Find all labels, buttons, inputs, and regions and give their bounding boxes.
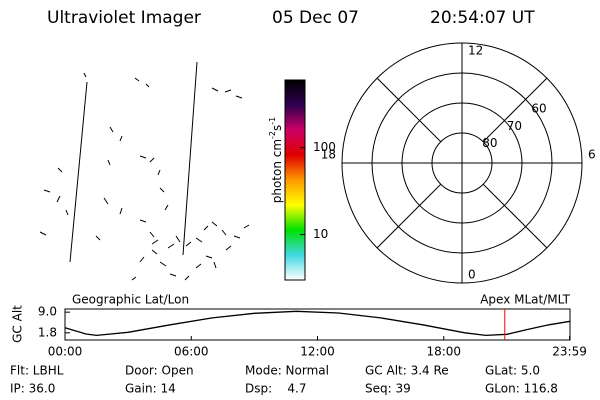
- status-field: IP: 36.0: [10, 382, 55, 396]
- label-text: s: [270, 125, 284, 131]
- y-tick-label: 1.8: [38, 325, 57, 339]
- x-tick-label: 00:00: [48, 345, 83, 359]
- x-tick-label: 12:00: [300, 345, 335, 359]
- spoke: [376, 77, 442, 143]
- status-field: Seq: 39: [365, 382, 411, 396]
- tick-label: 10: [313, 227, 328, 241]
- time: 20:54:07 UT: [430, 8, 535, 28]
- status-field: GLat: 5.0: [485, 364, 540, 378]
- x-tick-label: 23:59: [552, 345, 587, 359]
- right-label: Apex MLat/MLT: [480, 293, 570, 307]
- status-field: Door: Open: [125, 364, 194, 378]
- status-field: GLon: 116.8: [485, 382, 558, 396]
- colorbar-label: photon cm-2s-1: [268, 117, 284, 204]
- x-tick-label: 06:00: [174, 345, 209, 359]
- status-field: Mode: Normal: [245, 364, 329, 378]
- label-exp: -1: [268, 117, 277, 125]
- date: 05 Dec 07: [272, 8, 359, 28]
- lat-label: 60: [531, 102, 546, 116]
- colorbar: 10 100: [284, 79, 336, 281]
- status-field: GC Alt: 3.4 Re: [365, 364, 449, 378]
- tick-label: 100: [313, 140, 336, 154]
- status-field: Dsp: 4.7: [245, 382, 307, 396]
- status-bar: Flt: LBHL Door: Open Mode: Normal GC Alt: 3…: [10, 364, 558, 396]
- spoke: [482, 77, 548, 143]
- altitude-line: [64, 310, 571, 337]
- y-tick-label: 9.0: [38, 305, 57, 319]
- lat-label: 70: [507, 119, 522, 133]
- label-text: photon cm: [270, 139, 284, 203]
- hour-label: 12: [468, 44, 483, 58]
- hour-label: 18: [321, 148, 336, 162]
- status-field: Flt: LBHL: [10, 364, 64, 378]
- label-exp: -2: [268, 131, 277, 139]
- spoke: [376, 183, 442, 249]
- hour-label: 0: [468, 268, 476, 282]
- x-tick-label: 18:00: [426, 345, 461, 359]
- left-label: Geographic Lat/Lon: [72, 293, 189, 307]
- lat-label: 80: [482, 136, 497, 150]
- title: Ultraviolet Imager: [47, 8, 201, 28]
- spoke: [482, 183, 548, 249]
- colorbar-fill: [284, 79, 306, 281]
- altitude-plot: 9.0 1.8 00:00 06:00 12:00 18:00 23:59: [38, 305, 587, 359]
- status-field: Gain: 14: [125, 382, 176, 396]
- image-map: [39, 61, 250, 281]
- y-axis-label: GC Alt: [11, 305, 25, 343]
- hour-label: 6: [588, 148, 596, 162]
